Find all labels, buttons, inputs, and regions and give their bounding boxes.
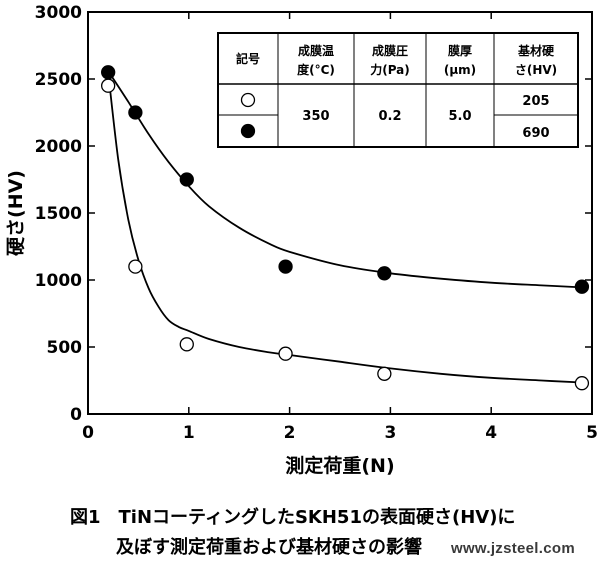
fit-curve-filled-circle (107, 70, 582, 289)
data-point-open-circle (278, 346, 293, 361)
legend-table: 記号 成膜温 度(°C) 成膜圧 力(Pa) 膜厚 (μm) 基材硬 さ(HV)… (217, 32, 579, 148)
legend-header-substrate-2: さ(HV) (515, 63, 557, 77)
x-tick-label: 3 (384, 423, 396, 443)
y-tick-label: 3000 (35, 3, 82, 23)
x-tick-label: 0 (82, 423, 94, 443)
data-point-open-circle (179, 337, 194, 352)
y-tick-label: 0 (70, 405, 82, 425)
figure-caption-line-2: 及ぼす測定荷重および基材硬さの影響 (116, 537, 422, 558)
legend-pressure-value: 0.2 (378, 109, 401, 124)
watermark: www.jzsteel.com (451, 540, 575, 557)
y-axis-ticks: 0 500 1000 1500 2000 2500 3000 (35, 3, 592, 425)
data-point-filled-circle (179, 172, 194, 187)
data-point-filled-circle (278, 259, 293, 274)
legend-header-thickness-1: 膜厚 (448, 43, 472, 58)
legend-temperature-value: 350 (302, 109, 329, 124)
x-tick-label: 4 (485, 423, 497, 443)
figure-caption-line-1: 図1 TiNコーティングしたSKH51の表面硬さ(HV)に (70, 507, 516, 528)
data-point-open-circle (128, 259, 143, 274)
legend-header-thickness-2: (μm) (444, 63, 476, 77)
x-axis-ticks: 0 1 2 3 4 5 (82, 12, 598, 443)
y-tick-label: 2500 (35, 70, 82, 90)
legend-header-temp-1: 成膜温 (298, 43, 334, 58)
y-tick-label: 2000 (35, 137, 82, 157)
data-point-open-circle (574, 376, 590, 391)
y-tick-label: 500 (47, 338, 83, 358)
data-points (101, 65, 590, 391)
hardness-chart: 0 500 1000 1500 2000 2500 3000 0 1 2 3 4 5 硬さ(HV) 測… (5, 3, 598, 477)
legend-open-circle-marker (240, 92, 256, 108)
legend-filled-circle-marker (240, 123, 256, 139)
x-tick-label: 1 (183, 423, 195, 443)
data-point-open-circle (101, 78, 116, 93)
x-tick-label: 2 (284, 423, 296, 443)
data-point-filled-circle (377, 266, 392, 281)
data-point-open-circle (377, 366, 392, 381)
legend-header-pressure-1: 成膜圧 (372, 43, 408, 58)
x-tick-label: 5 (586, 423, 598, 443)
legend-header-temp-2: 度(°C) (297, 62, 335, 77)
legend-substrate-value-open: 205 (522, 94, 549, 109)
legend-header-substrate-1: 基材硬 (517, 43, 555, 58)
data-point-filled-circle (574, 279, 590, 294)
fit-curve-open-circle (107, 72, 582, 384)
legend-header-pressure-2: 力(Pa) (370, 62, 410, 77)
y-axis-title: 硬さ(HV) (5, 170, 27, 256)
legend-substrate-value-filled: 690 (522, 126, 549, 141)
y-tick-label: 1500 (35, 204, 82, 224)
data-point-filled-circle (101, 65, 116, 80)
data-point-filled-circle (128, 105, 143, 120)
y-tick-label: 1000 (35, 271, 82, 291)
legend-header-symbol: 記号 (236, 51, 260, 66)
fit-curves (107, 70, 582, 384)
x-axis-title: 測定荷重(N) (285, 454, 394, 477)
legend-thickness-value: 5.0 (448, 109, 471, 124)
